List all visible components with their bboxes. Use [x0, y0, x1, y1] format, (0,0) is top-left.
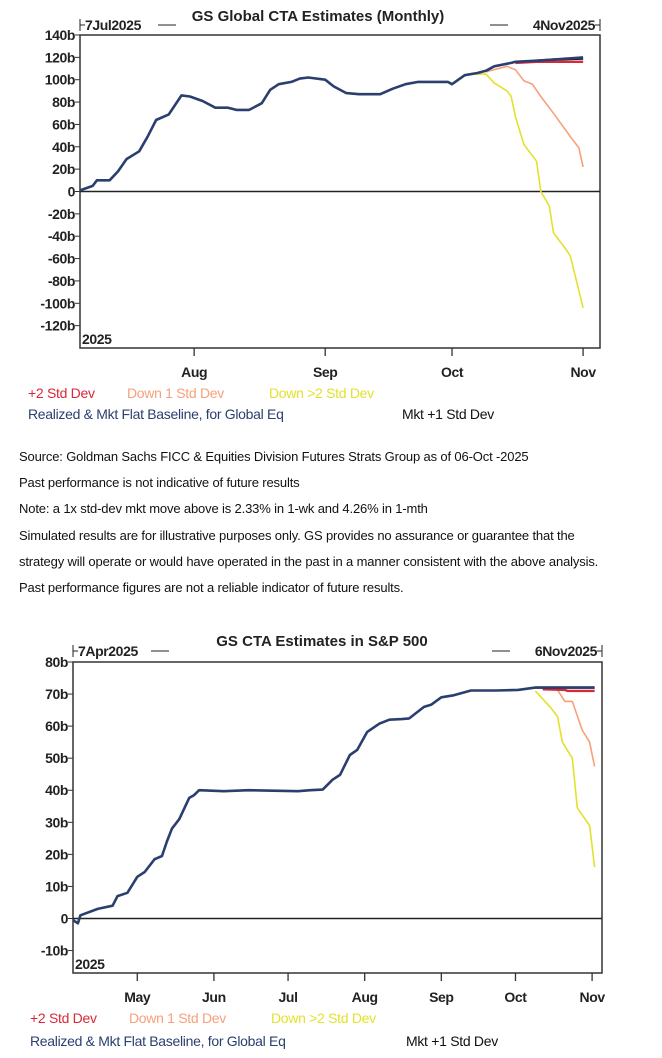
source-note: Source: Goldman Sachs FICC & Equities Di… — [19, 449, 529, 464]
start-date-label: 7Jul2025 — [85, 17, 142, 33]
x-tick-label: Sep — [313, 364, 337, 380]
plot-frame — [72, 661, 603, 974]
x-tick-label: May — [124, 989, 151, 1005]
legend-entry: Down >2 Std Dev — [271, 1010, 376, 1026]
simulation-note-cont: strategy will operate or would have oper… — [19, 553, 599, 569]
y-tick-label: 140b — [45, 27, 75, 43]
series-line-realized-mkt-flat-baseline-for-global-eq — [72, 686, 595, 925]
disclaimer-note: Past performance is not indicative of fu… — [19, 475, 300, 491]
legend-entry: Realized & Mkt Flat Baseline, for Global… — [30, 1033, 286, 1049]
y-tick-label: 20b — [45, 846, 68, 862]
legend-entry: Down 1 Std Dev — [127, 385, 224, 401]
y-tick-label: 50b — [45, 750, 68, 766]
performance-note: Past performance figures are not a relia… — [19, 579, 404, 595]
start-date-label: 7Apr2025 — [78, 643, 138, 659]
legend-entry: +2 Std Dev — [28, 385, 95, 401]
year-label: 2025 — [75, 956, 105, 972]
x-tick-label: Sep — [429, 989, 453, 1005]
y-tick-label: 120b — [45, 49, 75, 65]
y-tick-label: -10b — [41, 943, 68, 959]
y-tick-label: 40b — [52, 139, 75, 155]
legend-entry: Mkt +1 Std Dev — [406, 1033, 498, 1049]
end-date-label: 4Nov2025 — [533, 17, 596, 33]
std-dev-note: Note: a 1x std-dev mkt move above is 2.3… — [19, 501, 428, 517]
y-tick-label: 80b — [45, 654, 68, 670]
y-tick-label: 70b — [45, 686, 68, 702]
y-tick-label: 30b — [45, 814, 68, 830]
y-tick-label: -80b — [48, 273, 75, 289]
x-tick-label: Aug — [181, 364, 207, 380]
legend-entry: +2 Std Dev — [30, 1010, 97, 1026]
y-tick-label: 80b — [52, 94, 75, 110]
series-line-realized-mkt-flat-baseline-for-global-eq — [79, 56, 584, 192]
y-tick-label: 60b — [52, 116, 75, 132]
chart-title: GS CTA Estimates in S&P 500 — [216, 633, 427, 650]
y-tick-label: -40b — [48, 228, 75, 244]
y-tick-label: 60b — [45, 718, 68, 734]
x-tick-label: Oct — [504, 989, 527, 1005]
year-label: 2025 — [82, 331, 112, 347]
y-tick-label: 40b — [45, 782, 68, 798]
x-tick-label: Nov — [579, 989, 605, 1005]
legend-entry: Down 1 Std Dev — [129, 1010, 226, 1026]
y-tick-label: 0 — [68, 184, 76, 200]
series-line-2-std-dev — [542, 688, 595, 693]
series-line-down-2-std-dev — [534, 690, 596, 868]
x-tick-label: Jun — [202, 989, 226, 1005]
footnotes: Source: Goldman Sachs FICC & Equities Di… — [19, 444, 598, 601]
series-line-down-1-std-dev — [485, 65, 584, 168]
y-tick-label: 100b — [45, 72, 75, 88]
y-tick-label: -20b — [48, 206, 75, 222]
series-line-down-1-std-dev — [556, 689, 596, 767]
legend-entry: Mkt +1 Std Dev — [402, 406, 494, 422]
legend-entry: Realized & Mkt Flat Baseline, for Global… — [28, 406, 284, 422]
simulation-note: Simulated results are for illustrative p… — [19, 527, 575, 543]
y-tick-label: -120b — [40, 318, 75, 334]
end-date-label: 6Nov2025 — [535, 643, 598, 659]
x-tick-label: Jul — [279, 989, 298, 1005]
x-tick-label: Aug — [352, 989, 378, 1005]
y-tick-label: 0 — [61, 910, 69, 926]
y-tick-label: -100b — [40, 295, 75, 311]
x-tick-label: Oct — [441, 364, 464, 380]
y-tick-label: 20b — [52, 161, 75, 177]
y-tick-label: -60b — [48, 251, 75, 267]
y-tick-label: 10b — [45, 878, 68, 894]
chart-title: GS Global CTA Estimates (Monthly) — [192, 8, 445, 25]
legend-entry: Down >2 Std Dev — [269, 385, 374, 401]
x-tick-label: Nov — [570, 364, 596, 380]
series-line-down-2-std-dev — [473, 73, 584, 308]
